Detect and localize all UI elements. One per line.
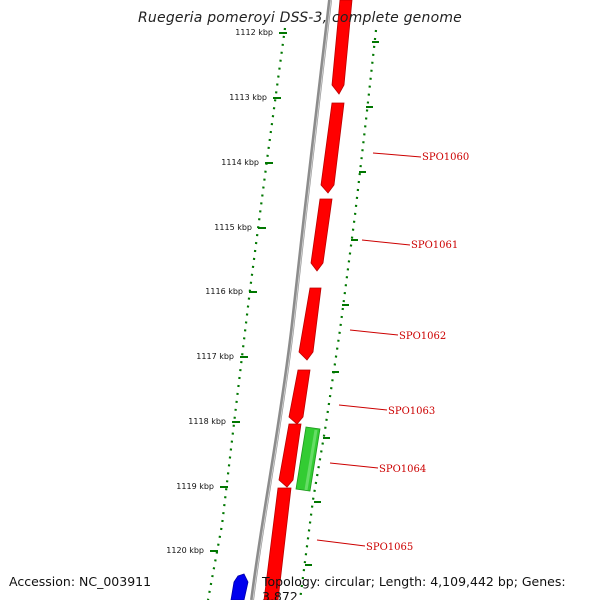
gene-arrow-top[interactable] (331, 0, 353, 95)
gene-label-spo1065[interactable]: SPO1065 (366, 542, 413, 553)
kbp-ticks (210, 32, 287, 552)
leader-spo1062 (349, 329, 399, 336)
kbp-label: 1119 kbp (176, 482, 214, 491)
genome-backbone (250, 0, 332, 600)
gene-arrow-spo1060[interactable] (320, 102, 345, 194)
gene-arrow-spo1062[interactable] (298, 287, 322, 361)
kbp-label: 1117 kbp (196, 352, 234, 361)
gene-arrow-spo1061[interactable] (310, 198, 333, 272)
inner-ticks (305, 41, 379, 566)
gene-label-spo1062[interactable]: SPO1062 (399, 331, 446, 342)
gene-label-spo1064[interactable]: SPO1064 (379, 464, 426, 475)
kbp-label: 1115 kbp (214, 223, 252, 232)
kbp-label: 1114 kbp (221, 158, 259, 167)
gene-arrow-reverse[interactable] (230, 573, 249, 600)
gene-block-green-shade (304, 429, 318, 491)
leader-spo1065 (316, 539, 366, 547)
genome-backbone-highlight (252, 0, 332, 600)
gene-leaders (316, 152, 422, 547)
gene-arrow-spo1063[interactable] (288, 369, 311, 425)
accession-text: Accession: NC_003911 (9, 574, 152, 589)
kbp-label: 1112 kbp (235, 28, 273, 37)
gene-label-spo1063[interactable]: SPO1063 (388, 406, 435, 417)
forward-genes (263, 0, 353, 600)
leader-spo1060 (372, 152, 422, 158)
gene-label-spo1061[interactable]: SPO1061 (411, 240, 458, 251)
leader-spo1061 (361, 239, 411, 246)
kbp-label: 1120 kbp (166, 546, 204, 555)
map-title: Ruegeria pomeroyi DSS-3, complete genome (138, 10, 462, 26)
kbp-labels: 1112 kbp 1113 kbp 1114 kbp 1115 kbp 1116… (166, 28, 273, 555)
genome-summary-text: Topology: circular; Length: 4,109,442 bp… (262, 574, 566, 600)
kbp-label: 1113 kbp (229, 93, 267, 102)
kbp-scale-dots (206, 27, 287, 600)
kbp-label: 1118 kbp (188, 417, 226, 426)
gene-label-spo1060[interactable]: SPO1060 (422, 152, 469, 163)
gene-arrow-spo1065[interactable] (263, 487, 292, 600)
leader-spo1064 (329, 462, 379, 469)
kbp-label: 1116 kbp (205, 287, 243, 296)
gene-arrow-spo1064[interactable] (278, 423, 302, 488)
leader-spo1063 (338, 404, 388, 411)
gene-labels: SPO1060 SPO1061 SPO1062 SPO1063 SPO1064 … (366, 152, 469, 553)
